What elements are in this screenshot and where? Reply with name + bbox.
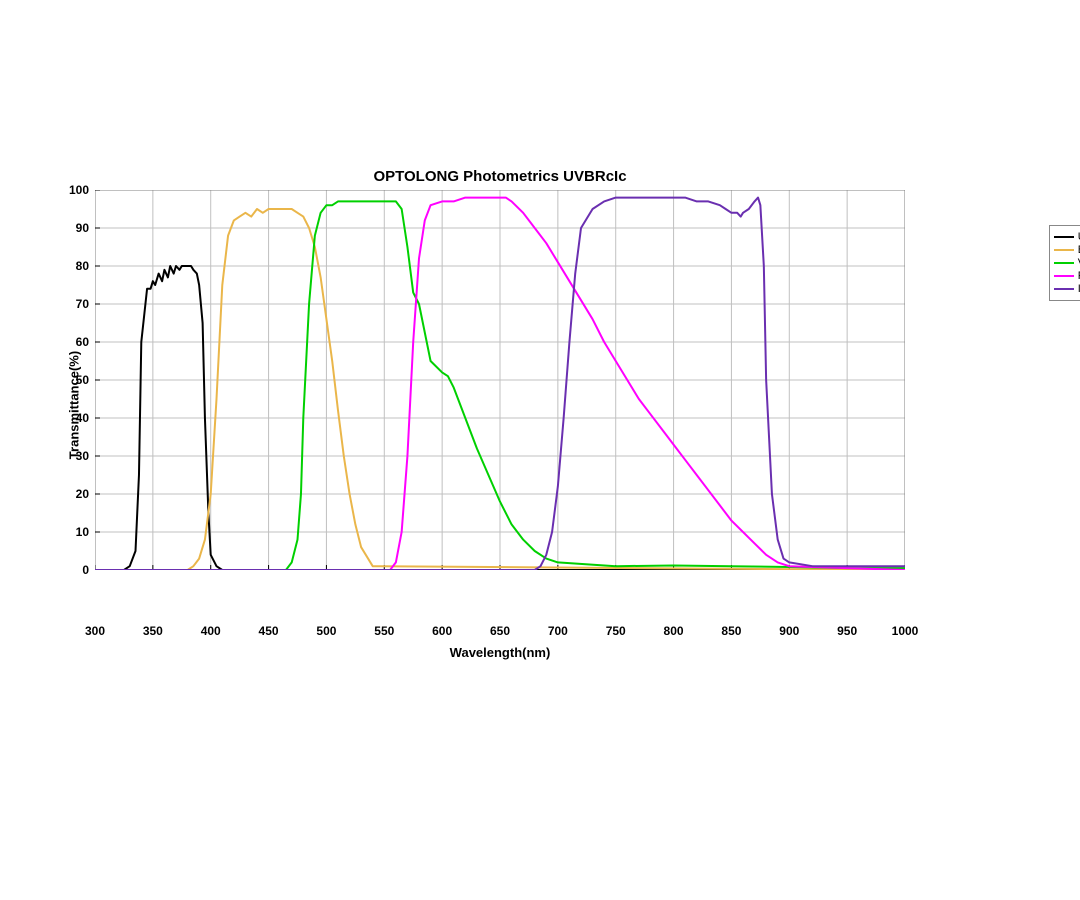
- x-tick-label: 650: [490, 624, 510, 638]
- legend-item-rc: Rc: [1054, 270, 1080, 282]
- legend-item-uv: UV: [1054, 231, 1080, 243]
- legend-swatch: [1054, 249, 1074, 251]
- y-tick-label: 10: [76, 525, 89, 539]
- x-tick-label: 800: [664, 624, 684, 638]
- x-tick-label: 700: [548, 624, 568, 638]
- x-tick-label: 950: [837, 624, 857, 638]
- y-tick-label: 50: [76, 373, 89, 387]
- legend: UVBVRcIc: [1049, 225, 1080, 301]
- legend-swatch: [1054, 288, 1074, 290]
- legend-swatch: [1054, 275, 1074, 277]
- x-tick-label: 900: [779, 624, 799, 638]
- x-tick-label: 750: [606, 624, 626, 638]
- chart-title: OPTOLONG Photometrics UVBRcIc: [95, 168, 905, 185]
- y-tick-label: 20: [76, 487, 89, 501]
- x-tick-label: 600: [432, 624, 452, 638]
- x-axis-label: Wavelength(nm): [95, 645, 905, 660]
- y-tick-label: 100: [69, 183, 89, 197]
- legend-swatch: [1054, 236, 1074, 238]
- plot-area: [95, 190, 905, 570]
- x-tick-label: 400: [201, 624, 221, 638]
- x-tick-label: 550: [374, 624, 394, 638]
- y-tick-label: 70: [76, 297, 89, 311]
- y-tick-label: 30: [76, 449, 89, 463]
- y-tick-label: 90: [76, 221, 89, 235]
- legend-item-v: V: [1054, 257, 1080, 269]
- x-tick-label: 450: [259, 624, 279, 638]
- y-tick-label: 40: [76, 411, 89, 425]
- x-tick-label: 500: [316, 624, 336, 638]
- legend-swatch: [1054, 262, 1074, 264]
- y-axis-label: Transmittance(%): [67, 351, 82, 459]
- x-tick-label: 350: [143, 624, 163, 638]
- legend-item-ic: Ic: [1054, 283, 1080, 295]
- y-tick-label: 0: [82, 563, 89, 577]
- y-tick-label: 80: [76, 259, 89, 273]
- legend-item-b: B: [1054, 244, 1080, 256]
- transmittance-chart: OPTOLONG Photometrics UVBRcIc Transmitta…: [95, 190, 1045, 620]
- y-tick-label: 60: [76, 335, 89, 349]
- x-tick-label: 850: [721, 624, 741, 638]
- x-tick-label: 1000: [892, 624, 919, 638]
- x-tick-label: 300: [85, 624, 105, 638]
